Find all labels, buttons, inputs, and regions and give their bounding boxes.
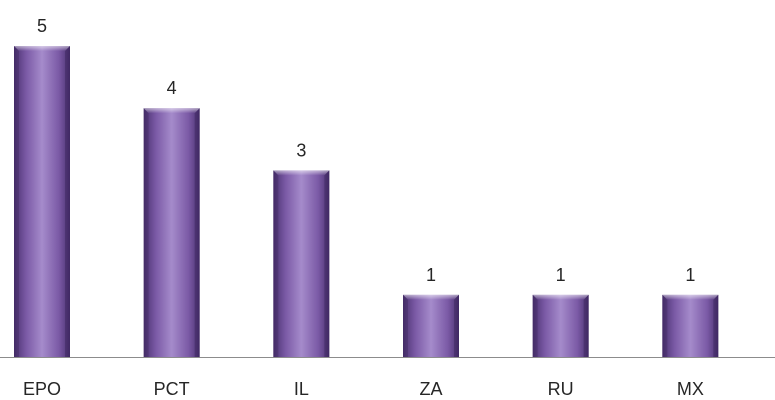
tick-label-pct: PCT: [154, 379, 190, 399]
bar-top-bevel: [14, 46, 70, 51]
bar-il: [273, 170, 330, 357]
bar-left-bevel: [662, 294, 668, 357]
tick-label-ru: RU: [548, 379, 574, 399]
bar-left-bevel: [143, 108, 149, 357]
bars: [14, 46, 719, 357]
bar-ru: [532, 294, 589, 357]
data-label-ru: 1: [556, 265, 566, 285]
bar-epo: [14, 46, 70, 357]
bar-body: [273, 170, 330, 357]
bar-pct: [143, 108, 200, 357]
tick-label-za: ZA: [419, 379, 442, 399]
tick-label-il: IL: [294, 379, 309, 399]
bar-mx: [662, 294, 719, 357]
tick-label-epo: EPO: [23, 379, 61, 399]
bar-left-bevel: [532, 294, 538, 357]
bar-right-bevel: [65, 46, 70, 357]
bar-left-bevel: [273, 170, 279, 357]
bar-left-bevel: [14, 46, 19, 357]
bar-top-bevel: [532, 294, 589, 300]
x-axis-tick-labels: EPO PCT IL ZA RU MX: [23, 379, 704, 399]
data-labels: 5 4 3 1 1 1: [37, 16, 695, 285]
data-label-epo: 5: [37, 16, 47, 36]
bar-za: [403, 294, 459, 357]
tick-label-mx: MX: [677, 379, 704, 399]
data-label-mx: 1: [685, 265, 695, 285]
bar-top-bevel: [403, 294, 459, 300]
bar-body: [14, 46, 70, 357]
data-label-za: 1: [426, 265, 436, 285]
bar-body: [143, 108, 200, 357]
bar-body: [532, 294, 589, 357]
bar-right-bevel: [713, 294, 719, 357]
data-label-pct: 4: [167, 78, 177, 98]
bar-top-bevel: [273, 170, 330, 176]
bar-right-bevel: [194, 108, 200, 357]
bar-top-bevel: [143, 108, 200, 114]
bar-top-bevel: [662, 294, 719, 300]
bar-right-bevel: [324, 170, 330, 357]
bar-body: [662, 294, 719, 357]
bar-left-bevel: [403, 294, 408, 357]
data-label-il: 3: [296, 140, 306, 160]
bar-right-bevel: [583, 294, 589, 357]
bar-right-bevel: [454, 294, 459, 357]
bar-body: [403, 294, 459, 357]
